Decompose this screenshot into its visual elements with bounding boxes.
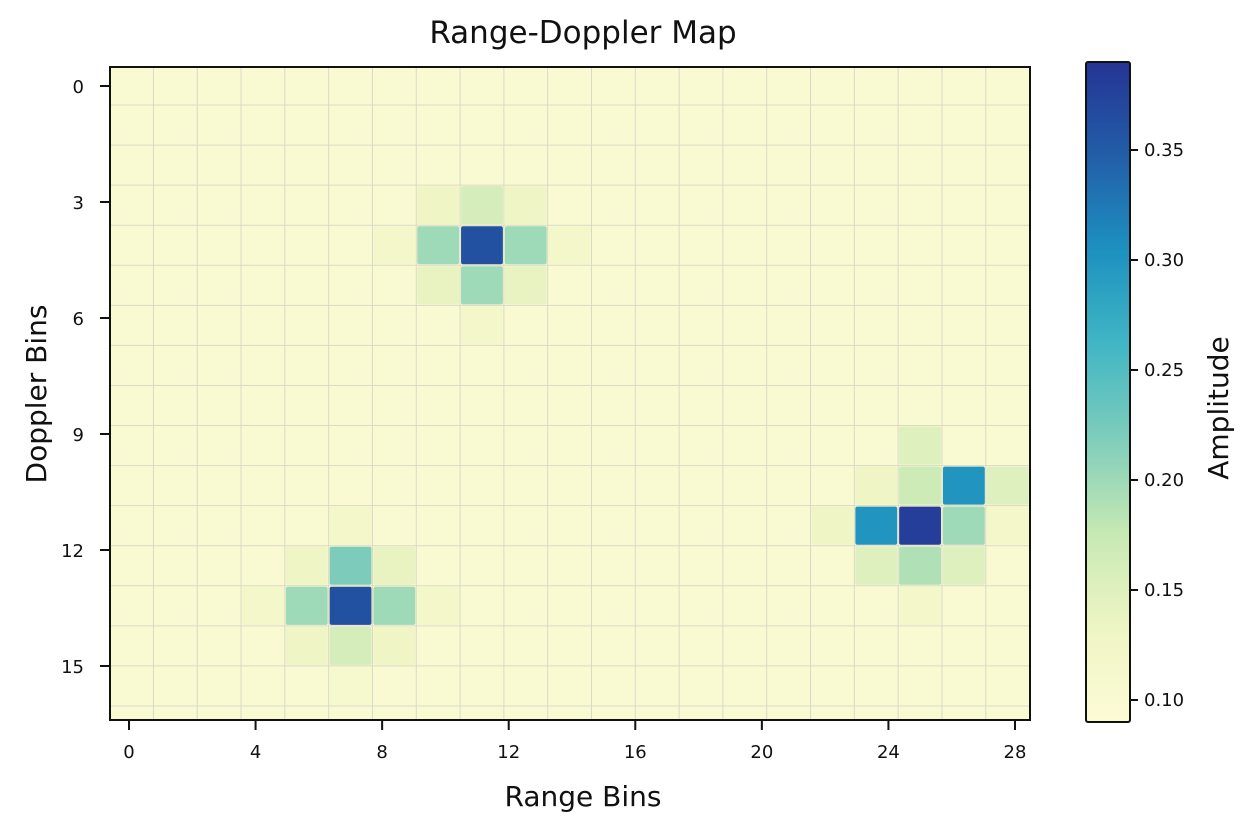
heatmap-cell: [899, 546, 941, 585]
heatmap-cell: [504, 186, 547, 225]
chart-title: Range-Doppler Map: [429, 15, 736, 51]
heatmap-cell: [285, 546, 328, 585]
x-tick-label: 0: [123, 742, 134, 763]
colorbar-tick-label: 0.30: [1144, 250, 1184, 271]
heatmap-cell: [942, 466, 985, 505]
colorbar-tick-label: 0.35: [1144, 140, 1184, 161]
heatmap-cell: [811, 506, 854, 545]
heatmap-cell: [855, 546, 898, 585]
heatmap-cell: [329, 626, 372, 665]
y-tick-label: 3: [73, 193, 84, 214]
heatmap-cell: [504, 226, 547, 265]
heatmap-cell: [285, 586, 328, 625]
heatmap-cell: [329, 546, 372, 585]
x-tick-label: 4: [250, 742, 261, 763]
x-tick-label: 20: [750, 742, 773, 763]
heatmap-cell: [417, 586, 460, 625]
heatmap-cell: [373, 226, 416, 265]
heatmap-cell: [461, 306, 503, 345]
heatmap-cell: [855, 506, 898, 545]
heatmap-cell: [942, 506, 985, 545]
grid-lines: [110, 67, 1031, 720]
colorbar-tick-label: 0.15: [1144, 580, 1184, 601]
heatmap-cell: [329, 506, 372, 545]
heatmap-cell: [899, 466, 941, 505]
heatmap-cell: [461, 266, 503, 305]
heatmap-cell: [329, 586, 372, 625]
colorbar: [1085, 61, 1131, 723]
heatmap-cell: [417, 266, 460, 305]
x-tick-label: 8: [376, 742, 387, 763]
heatmap-cell: [373, 546, 416, 585]
heatmap-cell: [373, 586, 416, 625]
heatmap-cells: [110, 67, 1030, 720]
x-axis-label: Range Bins: [505, 780, 662, 813]
colorbar-label: Amplitude: [1202, 336, 1235, 480]
heatmap-cell: [942, 546, 985, 585]
x-tick-label: 16: [624, 742, 647, 763]
x-tick-label: 28: [1004, 742, 1027, 763]
y-tick-label: 12: [61, 541, 84, 562]
heatmap-cell: [899, 586, 941, 625]
y-axis-label: Doppler Bins: [20, 305, 53, 484]
heatmap-cell: [504, 266, 547, 305]
y-axis-ticks: 0 3 6 9 12 15: [61, 77, 110, 678]
heatmap-cell: [242, 586, 284, 625]
heatmap-cell: [417, 226, 460, 265]
heatmap-cell: [548, 226, 591, 265]
y-tick-label: 0: [73, 77, 84, 98]
heatmap-cell: [285, 626, 328, 665]
heatmap-cell: [329, 666, 372, 705]
heatmap-cell: [855, 466, 898, 505]
heatmap-cell: [461, 226, 503, 265]
heatmap-cell: [986, 466, 1029, 505]
colorbar-tick-label: 0.10: [1144, 690, 1184, 711]
heatmap-cell: [417, 186, 460, 225]
colorbar-ticks: 0.10 0.15 0.20 0.25 0.30 0.35: [1130, 140, 1184, 711]
colorbar-tick-label: 0.25: [1144, 360, 1184, 381]
heatmap-cell: [373, 626, 416, 665]
heatmap-cell: [899, 426, 941, 465]
x-tick-label: 24: [877, 742, 900, 763]
plot-frame: [109, 66, 1031, 721]
y-tick-label: 15: [61, 657, 84, 678]
x-tick-label: 12: [497, 742, 520, 763]
heatmap-cell: [899, 506, 941, 545]
x-axis-ticks: 0 4 8 12 16 20 24 28: [123, 720, 1026, 763]
y-tick-label: 6: [73, 309, 84, 330]
y-tick-label: 9: [73, 425, 84, 446]
heatmap-cell: [986, 506, 1029, 545]
colorbar-tick-label: 0.20: [1144, 470, 1184, 491]
heatmap-cell: [461, 186, 503, 225]
